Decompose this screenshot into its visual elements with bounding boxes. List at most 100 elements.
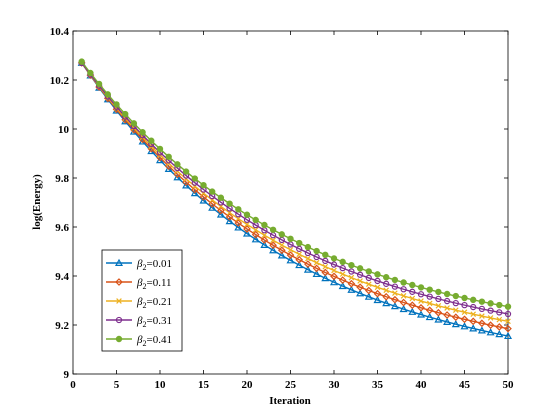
point-4-27: [313, 247, 320, 255]
legend-marker-0: [114, 258, 124, 266]
point-0-25: [295, 260, 304, 269]
series-4: [78, 58, 512, 310]
point-1-39: [417, 303, 425, 312]
point-0-45: [469, 324, 478, 332]
legend-item-4: β2=0.41: [106, 334, 172, 348]
point-4-5: [122, 110, 129, 118]
point-0-13: [190, 188, 199, 197]
point-0-18: [234, 223, 243, 231]
point-0-27: [312, 269, 321, 278]
x-tick-label-10: 50: [503, 379, 515, 391]
point-2-41: [435, 302, 442, 309]
point-2-6: [131, 125, 137, 131]
point-0-31: [347, 285, 356, 293]
point-3-31: [348, 268, 355, 275]
point-0-15: [208, 203, 217, 211]
point-4-48: [496, 301, 503, 309]
point-4-22: [269, 226, 277, 233]
point-2-45: [470, 311, 477, 318]
point-0-41: [434, 315, 443, 323]
point-0-19: [242, 229, 252, 237]
point-0-40: [425, 312, 434, 321]
point-2-44: [461, 309, 468, 316]
x-tick-label-7: 35: [372, 379, 384, 391]
point-0-33: [364, 292, 373, 300]
point-4-24: [287, 235, 294, 243]
point-0-12: [182, 181, 191, 189]
point-2-20: [252, 227, 259, 233]
point-2-24: [287, 246, 294, 253]
point-1-43: [451, 313, 460, 322]
point-2-18: [235, 215, 242, 222]
point-1-24: [286, 251, 295, 259]
point-1-15: [208, 200, 217, 208]
point-4-31: [348, 261, 355, 269]
point-4-29: [330, 255, 338, 262]
point-1-49: [504, 324, 512, 333]
point-3-48: [496, 309, 503, 316]
point-0-20: [251, 235, 260, 243]
point-0-21: [260, 240, 269, 248]
point-0-10: [164, 164, 173, 172]
point-3-47: [487, 307, 494, 314]
point-1-17: [225, 213, 234, 221]
point-4-8: [148, 137, 155, 144]
legend-item-2: β2=0.21: [106, 296, 172, 310]
point-0-17: [225, 216, 234, 225]
point-4-23: [278, 231, 285, 238]
point-4-46: [478, 298, 486, 305]
point-4-39: [417, 284, 425, 291]
point-4-20: [252, 216, 259, 224]
point-0-39: [416, 310, 426, 318]
point-1-21: [260, 236, 269, 244]
point-4-16: [217, 194, 225, 201]
point-1-34: [373, 289, 382, 298]
point-1-41: [434, 308, 443, 317]
point-4-41: [435, 288, 442, 296]
legend-label-3: β2=0.31: [136, 315, 172, 329]
point-4-35: [383, 274, 390, 281]
point-0-37: [399, 304, 408, 313]
x-axis-label: Iteration: [269, 395, 311, 407]
point-0-16: [216, 210, 225, 218]
point-1-30: [338, 276, 347, 284]
y-tick-label-2: 9.4: [55, 271, 69, 283]
point-3-46: [478, 305, 486, 313]
point-2-28: [322, 263, 329, 270]
point-2-27: [313, 259, 320, 266]
point-4-7: [139, 129, 146, 136]
point-2-26: [305, 255, 311, 262]
point-1-25: [295, 255, 304, 264]
legend-label-2: β2=0.21: [136, 296, 172, 310]
point-4-4: [113, 101, 120, 108]
point-1-35: [382, 292, 391, 301]
point-1-23: [277, 246, 286, 255]
point-4-37: [400, 279, 407, 286]
point-2-30: [339, 271, 346, 277]
point-4-42: [443, 290, 451, 298]
point-1-37: [399, 298, 408, 307]
point-1-29: [330, 272, 338, 281]
legend-marker-3: [115, 316, 123, 324]
point-3-37: [400, 286, 407, 293]
y-tick-label-5: 10: [58, 124, 70, 136]
y-tick-label-3: 9.6: [55, 222, 69, 234]
x-tick-label-2: 10: [155, 379, 167, 391]
point-0-14: [199, 196, 208, 204]
point-4-25: [296, 239, 303, 247]
legend-marker-1: [115, 278, 123, 286]
legend-marker-2: [116, 298, 122, 304]
legend-item-0: β2=0.01: [106, 258, 172, 272]
point-4-1: [87, 69, 94, 77]
legend-item-3: β2=0.31: [106, 315, 172, 329]
point-0-32: [356, 289, 365, 297]
point-4-15: [209, 188, 216, 195]
point-4-19: [243, 211, 251, 218]
point-1-22: [269, 241, 277, 250]
legend: β2=0.01 β2=0.11 β2=0.21 β2=0.31 β2=0.41: [101, 249, 183, 352]
x-tick-label-5: 25: [285, 379, 297, 391]
point-0-11: [173, 173, 182, 181]
x-tick-label-0: 0: [70, 379, 76, 391]
point-0-22: [269, 246, 278, 254]
point-3-26: [304, 249, 312, 257]
